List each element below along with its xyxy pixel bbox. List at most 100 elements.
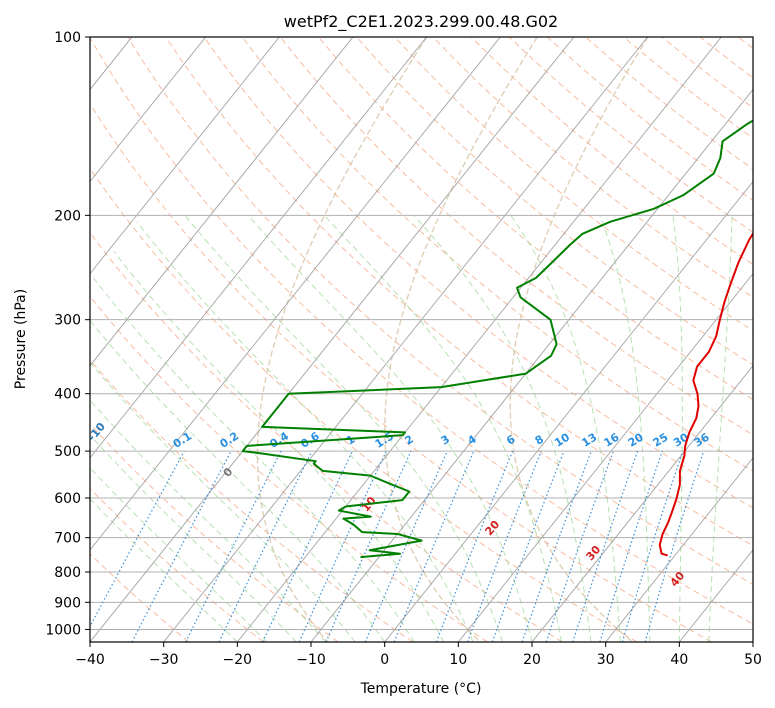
mixing-ratio-line <box>491 450 565 642</box>
isotherm-line <box>678 549 753 642</box>
moist-adiabat-line <box>90 361 356 642</box>
x-tick-label: −30 <box>149 652 179 668</box>
mixing-ratio-label: 0.4 <box>268 429 292 451</box>
moist-adiabat-line <box>90 498 238 642</box>
isotherm-line <box>531 365 753 642</box>
x-tick-label: 50 <box>744 652 762 668</box>
plot-frame <box>89 36 754 643</box>
dry-adiabat-line <box>90 295 488 642</box>
mixing-ratio-label: 2 <box>403 433 416 448</box>
y-tick-label: 400 <box>54 387 81 403</box>
isotherm-line <box>163 37 649 642</box>
dry-adiabat-line <box>470 37 753 266</box>
dry-adiabat-line <box>432 37 753 298</box>
dry-adiabat-line <box>699 37 753 79</box>
dry-adiabat-line <box>737 37 753 49</box>
mixing-ratio-label: 20 <box>626 430 646 449</box>
dry-adiabat-line <box>90 231 563 642</box>
x-tick-label: 0 <box>380 652 389 668</box>
axes: −40 −30 −20 −10 0 10 20 30 40 5010020030040050060… <box>45 30 762 668</box>
dry-adiabat-line <box>90 487 264 642</box>
mixing-ratio-line <box>466 450 542 642</box>
moist-adiabat-line <box>90 467 268 642</box>
moist-adiabat-line <box>510 215 621 642</box>
dry-adiabat-line <box>318 37 753 401</box>
isotherm-line <box>90 37 575 642</box>
x-tick-label: 40 <box>670 652 688 668</box>
moist-adiabat-label: 20 <box>482 518 502 538</box>
x-tick-label: −20 <box>223 652 253 668</box>
y-tick-label: 600 <box>54 491 81 507</box>
dry-adiabat-line <box>90 102 712 642</box>
theta-e-line <box>384 37 538 642</box>
dry-adiabat-line <box>90 553 190 642</box>
moist-adiabat-line <box>90 434 297 642</box>
mixing-ratio-label: 1 <box>344 433 357 448</box>
profiles <box>241 119 753 559</box>
dry-adiabat-line <box>394 37 753 332</box>
moist-adiabat-line <box>413 215 592 642</box>
mixing-ratio-label: 8 <box>533 433 546 448</box>
mixing-ratio-label: 36 <box>692 430 712 449</box>
x-tick-label: 30 <box>597 652 615 668</box>
dry-adiabat-line <box>356 37 753 366</box>
moist-adiabat-line <box>323 215 562 642</box>
dry-adiabat-line <box>165 37 753 547</box>
isotherm-line <box>236 37 722 642</box>
mixing-ratio-line <box>644 450 705 642</box>
moist-adiabat-line <box>184 215 504 642</box>
moist-adiabat-label: 0 <box>221 465 236 479</box>
dry-adiabat-line <box>90 423 339 642</box>
isotherm-line <box>384 180 753 642</box>
mixing-ratio-line <box>545 450 614 642</box>
mixing-ratio-line <box>90 450 185 628</box>
dry-adiabat-line <box>203 37 753 509</box>
y-tick-label: 900 <box>54 595 81 611</box>
mixing-ratio-label: 25 <box>651 431 671 450</box>
x-tick-label: 10 <box>449 652 467 668</box>
x-tick-label: −40 <box>75 652 105 668</box>
x-tick-label: 20 <box>523 652 541 668</box>
dewpoint-profile-line <box>241 119 753 559</box>
moist-adiabat-line <box>708 215 733 642</box>
isotherm-line <box>0 37 58 642</box>
isotherm-line <box>90 37 280 275</box>
mixing-ratio-line <box>599 450 663 642</box>
isotherm-line <box>310 88 753 642</box>
dry-adiabat-line <box>90 37 753 625</box>
mixing-ratio-label: 13 <box>580 431 600 450</box>
mixing-ratio-line <box>325 450 412 642</box>
dry-adiabat-line <box>241 37 753 472</box>
y-tick-label: 1000 <box>45 622 81 638</box>
mixing-ratio-line <box>262 450 354 642</box>
mixing-ratio-line <box>185 450 282 642</box>
y-axis-title: Pressure (hPa) <box>13 289 29 389</box>
x-tick-label: −10 <box>296 652 326 668</box>
isotherm-line <box>90 37 354 367</box>
mixing-ratio-label: 10 <box>552 430 572 449</box>
mixing-ratio-line <box>621 450 684 642</box>
chart-title: wetPf2_C2E1.2023.299.00.48.G02 <box>284 12 558 32</box>
y-tick-label: 100 <box>54 30 81 46</box>
mixing-ratio-line <box>364 450 448 642</box>
isotherm-line <box>90 37 501 551</box>
mixing-ratio-line <box>298 450 387 642</box>
moist-adiabat-line <box>90 399 327 642</box>
dry-adiabat-line <box>508 37 753 233</box>
dry-adiabat-line <box>90 167 638 642</box>
y-tick-label: 800 <box>54 565 81 581</box>
isotherm-line <box>90 37 207 183</box>
mixing-ratio-line <box>572 450 639 642</box>
mixing-ratio-line <box>435 450 514 642</box>
mixing-ratio-line <box>521 450 592 642</box>
moist-adiabat-line <box>247 215 533 642</box>
isotherm-line <box>457 272 753 642</box>
y-tick-label: 200 <box>54 208 81 224</box>
theta-e-line <box>256 37 428 642</box>
x-axis-title: Temperature (°C) <box>360 681 482 697</box>
dry-adiabat-line <box>127 37 753 585</box>
y-tick-label: 300 <box>54 313 81 329</box>
moist-adiabat-label: 30 <box>584 543 604 563</box>
mixing-ratio-label: 0.2 <box>218 429 241 450</box>
